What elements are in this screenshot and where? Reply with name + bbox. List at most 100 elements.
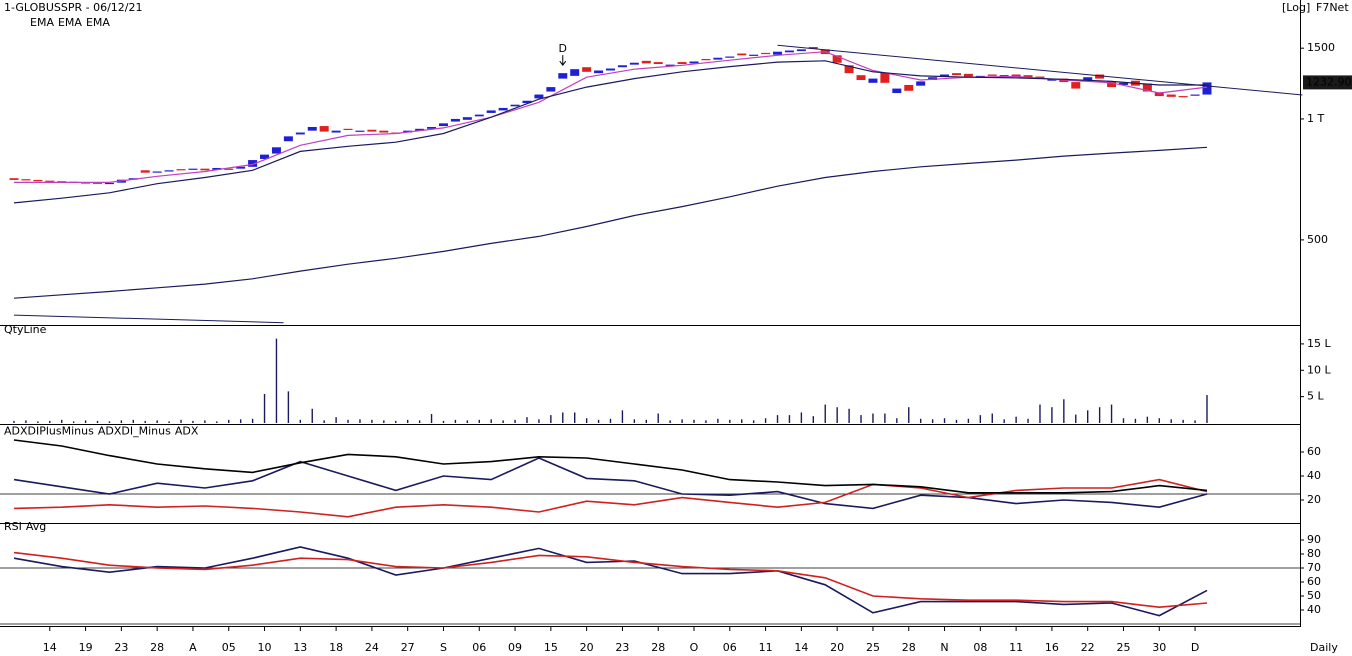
x-tick-label: 20 [830,641,844,654]
candle [450,118,460,122]
y-tick-label: 20 [1307,493,1321,506]
y-tick-label: 70 [1307,561,1321,574]
x-tick-label: 27 [401,641,415,654]
legend-entry: EMA [30,16,54,29]
trend-line [13,314,284,324]
candle [415,128,425,131]
candle [486,110,496,113]
x-tick-label: 18 [329,641,343,654]
candle [367,129,377,132]
candle [725,56,735,58]
candle [474,114,484,117]
x-tick-label: 23 [615,641,629,654]
x-tick-label: 13 [293,641,307,654]
x-tick-label: 10 [258,641,272,654]
candle [510,104,520,107]
candle [45,180,55,182]
x-tick-label: 28 [651,641,665,654]
panel-title: QtyLine [4,323,47,336]
candle [761,52,771,55]
x-tick-label: 25 [1116,641,1130,654]
legend-entry: ADX [175,425,199,438]
candle [57,181,67,183]
x-tick-label: 15 [544,641,558,654]
candle [462,117,472,120]
trend-line [777,44,1303,96]
candle [617,65,627,68]
x-tick-label: 23 [114,641,128,654]
candle [1142,83,1152,92]
candle [1107,81,1117,88]
legend-entry: ADXDI_Minus [98,425,171,438]
candle [629,62,639,65]
x-tick-label: 24 [365,641,379,654]
candle [283,136,293,142]
candle [1071,82,1081,89]
candle [713,57,723,60]
y-tick-label: 5 L [1307,390,1324,403]
chart-title: 1-GLOBUSSPR - 06/12/21 [4,1,143,14]
y-tick-label: 1500 [1307,41,1335,54]
y-tick-label: 50 [1307,589,1321,602]
x-tick-label: O [690,641,699,654]
candle [498,107,508,111]
candle [546,87,556,92]
last-price-box [1303,75,1352,90]
candle [152,171,162,173]
candle [1190,94,1200,96]
candle [1202,82,1212,95]
marker-label: D [559,42,567,55]
x-tick-label: 14 [794,641,808,654]
x-tick-label: 20 [580,641,594,654]
candle [295,132,305,135]
candle [904,84,914,91]
x-tick-label: 14 [43,641,57,654]
candle [200,168,210,171]
candle [81,182,91,184]
candle [1047,79,1057,81]
candle [594,70,604,74]
candle [427,126,437,129]
x-tick-label: 11 [759,641,773,654]
candle [1178,96,1188,98]
candle [319,126,329,132]
candle [93,182,103,184]
y-tick-label: 500 [1307,233,1328,246]
candle [928,77,938,80]
x-axis-label: Daily [1310,641,1338,654]
legend-entry: Avg [26,520,46,533]
candle [1035,76,1045,79]
candle [176,169,186,171]
legend-entry: EMA [58,16,82,29]
x-tick-label: 16 [1045,641,1059,654]
candle [1011,74,1021,77]
ema-line [13,60,1207,204]
candle [606,68,615,71]
candle [963,73,973,77]
candle [880,72,890,83]
y-tick-label: 90 [1307,533,1321,546]
y-tick-label: 10 L [1307,363,1331,376]
candle [21,179,31,181]
x-tick-label: 22 [1081,641,1095,654]
x-tick-label: 19 [79,641,93,654]
candle [164,170,174,172]
candle [140,170,150,173]
candle [438,123,448,127]
candle [33,179,43,182]
x-tick-label: 30 [1152,641,1166,654]
candle [856,75,866,80]
candle [796,49,806,52]
candle [641,60,651,64]
candle [677,62,687,65]
source-label: F7Net [1316,1,1349,14]
candle [987,74,997,76]
candle [534,94,544,99]
candle [104,182,114,185]
x-tick-label: 09 [508,641,522,654]
x-tick-label: 08 [973,641,987,654]
x-tick-label: 11 [1009,641,1023,654]
marker-arrow [559,55,567,66]
candle [653,62,663,65]
